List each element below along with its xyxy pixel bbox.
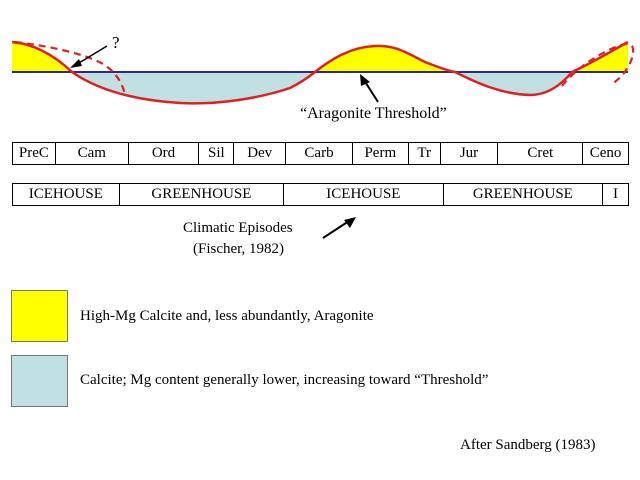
aragonite-fill-left <box>12 42 72 72</box>
period-cell: Cret <box>498 143 584 164</box>
period-cell: Cam <box>56 143 129 164</box>
threshold-arrow <box>363 79 379 103</box>
uncertain-curve-right <box>561 43 635 87</box>
calcite-fill-left <box>72 72 315 104</box>
climatic-arrow <box>322 217 356 239</box>
legend-label-calcite: Calcite; Mg content generally lower, inc… <box>80 372 489 388</box>
sea-chemistry-curve <box>11 40 635 105</box>
period-cell: Carb <box>286 143 353 164</box>
period-cell: Perm <box>353 143 409 164</box>
climatic-episodes-label: Climatic Episodes <box>183 220 293 236</box>
period-cell: Ceno <box>589 145 622 161</box>
period-cell: Tr <box>409 143 441 164</box>
question-arrowhead <box>70 59 82 68</box>
climatic-episodes-citation: (Fischer, 1982) <box>193 241 285 257</box>
aragonite-fill-right <box>572 42 628 72</box>
question-mark: ? <box>112 33 120 52</box>
period-cell: Dev <box>234 143 287 164</box>
period-cell: Sil <box>199 143 235 164</box>
period-cell: Ord <box>129 143 200 164</box>
climatic-episodes-bar: ICEHOUSE GREENHOUSE ICEHOUSE GREENHOUSE … <box>12 183 629 206</box>
episode-cell: I <box>613 186 619 202</box>
legend-label-aragonite: High-Mg Calcite and, less abundantly, Ar… <box>80 308 374 324</box>
threshold-arrowhead <box>360 74 370 86</box>
episode-cell: ICEHOUSE <box>284 184 444 205</box>
aragonite-threshold-label: “Aragonite Threshold” <box>300 105 447 122</box>
period-cell: Jur <box>441 143 499 164</box>
calcite-fill-right <box>455 72 572 95</box>
episode-cell: GREENHOUSE <box>120 184 285 205</box>
geologic-periods-bar: PreC Cam Ord Sil Dev Carb Perm Tr Jur Cr… <box>12 142 629 165</box>
legend-swatch-calcite <box>11 355 68 407</box>
period-cell: PreC <box>13 143 56 164</box>
episode-cell: GREENHOUSE <box>444 184 604 205</box>
legend-swatch-aragonite <box>11 290 68 342</box>
source-credit: After Sandberg (1983) <box>460 437 596 453</box>
mg-ratio-curve <box>11 40 629 105</box>
episode-cell: ICEHOUSE <box>13 184 120 205</box>
uncertain-curve-left <box>14 40 127 96</box>
